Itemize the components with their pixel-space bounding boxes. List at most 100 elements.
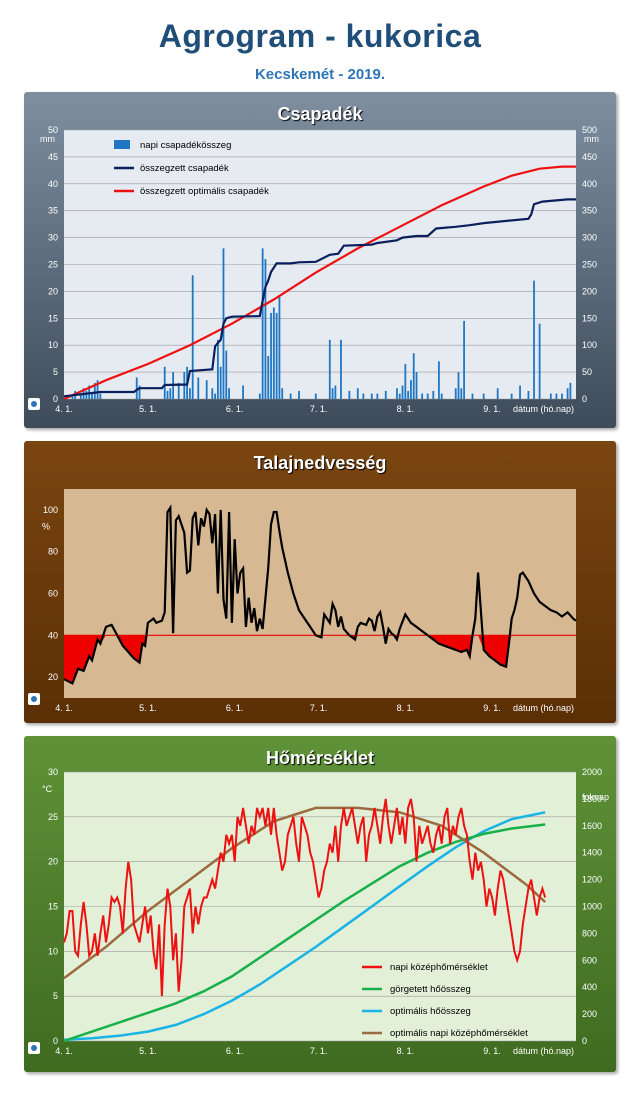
y-axis-label: %	[42, 522, 50, 532]
y2-tick-label: 100	[582, 340, 597, 350]
precip-bar	[533, 280, 535, 399]
temperature-panel: Hőmérséklet 0 5 10 15 20 25 30 4. 1. 5. 1. 6. 1. 7…	[24, 736, 616, 1072]
heat-sum-line	[63, 823, 546, 1043]
legend-label: napi csapadékösszeg	[140, 140, 231, 151]
precip-bar	[407, 390, 410, 399]
precip-bar	[410, 380, 412, 399]
y2-tick-label: 600	[582, 955, 597, 965]
y-tick-label: 5	[53, 367, 58, 377]
precip-bar	[569, 382, 572, 399]
y-tick-label: 10	[48, 946, 58, 956]
precip-bar	[376, 393, 379, 399]
y2-axis-label: mm	[584, 134, 599, 144]
precip-bar	[298, 390, 300, 399]
precip-bar	[328, 339, 331, 399]
x-tick-label: 5. 1.	[139, 404, 157, 414]
x-tick-label: 9. 1.	[483, 404, 501, 414]
precip-bar	[314, 393, 317, 399]
x-tick-label: 4. 1.	[55, 1046, 73, 1056]
precip-bar	[166, 390, 169, 399]
precip-bar	[471, 393, 474, 399]
daily-temp-line	[63, 798, 547, 997]
y-tick-label: 30	[48, 767, 58, 777]
precip-bar	[93, 382, 96, 399]
legend-label: optimális hőösszeg	[390, 1006, 471, 1017]
precipitation-panel: Csapadék 0 5 10 15 20 25 30 35 40 45 50 4. 1. 5. 1. 6…	[24, 92, 616, 428]
precip-bar	[169, 388, 172, 399]
x-tick-label: 8. 1.	[397, 1046, 415, 1056]
precipitation-chart: 0 5 10 15 20 25 30 35 40 45 50 4. 1. 5. 1. 6. 1. 7. 1.…	[40, 125, 599, 414]
y-tick-label: 0	[53, 394, 58, 404]
y2-tick-label: 300	[582, 233, 597, 243]
precip-bar	[99, 393, 102, 399]
y-tick-label: 15	[48, 902, 58, 912]
y-tick-label: 0	[53, 1036, 58, 1046]
y-tick-label: 10	[48, 340, 58, 350]
y2-tick-label: 150	[582, 313, 597, 323]
precip-bar	[519, 385, 521, 399]
precip-bar	[440, 393, 443, 399]
y-tick-label: 40	[48, 630, 58, 640]
y-tick-label: 20	[48, 672, 58, 682]
plot-area	[64, 489, 576, 698]
precip-bar	[356, 388, 359, 399]
precip-bar	[555, 393, 558, 399]
y-tick-label: 30	[48, 233, 58, 243]
optimal-temp-line	[63, 806, 547, 980]
x-tick-label: 6. 1.	[226, 404, 244, 414]
page-subtitle: Kecskemét - 2019.	[254, 66, 386, 83]
precip-bar	[396, 388, 398, 399]
x-tick-label: 6. 1.	[226, 703, 244, 713]
y2-tick-label: 0	[582, 1036, 587, 1046]
logo-icon	[28, 398, 40, 410]
precip-bar	[272, 307, 275, 399]
precip-bar	[258, 393, 261, 399]
optimal-heat-sum-line	[63, 811, 546, 1041]
x-axis-label: dátum (hó.nap)	[513, 404, 574, 414]
page-title: Agrogram - kukorica	[158, 18, 482, 54]
logo-icon	[28, 693, 40, 705]
precip-bar	[348, 390, 351, 399]
legend-label: görgetett hőösszeg	[390, 984, 471, 995]
precip-bar	[510, 393, 513, 399]
y2-tick-label: 1200	[582, 875, 602, 885]
y-tick-label: 25	[48, 260, 58, 270]
precip-bar	[362, 393, 365, 399]
y2-tick-label: 400	[582, 982, 597, 992]
y-tick-label: 5	[53, 991, 58, 1001]
precip-bar	[463, 320, 465, 399]
y2-tick-label: 250	[582, 260, 597, 270]
precip-bar	[454, 388, 457, 399]
y-tick-label: 20	[48, 286, 58, 296]
y-tick-label: 45	[48, 152, 58, 162]
y2-tick-label: 1400	[582, 848, 602, 858]
y2-tick-label: 450	[582, 152, 597, 162]
precip-bar	[79, 393, 82, 399]
x-tick-label: 8. 1.	[397, 703, 415, 713]
legend-label: összegzett optimális csapadék	[140, 186, 269, 197]
precip-bar	[432, 390, 435, 399]
legend-swatch	[114, 140, 130, 149]
precip-bar	[96, 380, 99, 399]
precip-bar	[191, 275, 194, 399]
precip-bar	[289, 393, 292, 399]
chart-title: Csapadék	[277, 104, 363, 124]
y-tick-label: 100	[43, 505, 58, 515]
precip-bar	[412, 353, 415, 399]
precip-bar	[421, 393, 424, 399]
precip-bar	[401, 385, 404, 399]
y2-tick-label: 200	[582, 1009, 597, 1019]
precip-bar	[384, 390, 387, 399]
precip-bar	[549, 393, 552, 399]
precip-bar	[281, 388, 284, 399]
x-tick-label: 9. 1.	[483, 703, 501, 713]
cumulative-line	[63, 198, 576, 398]
legend-label: összegzett csapadék	[140, 163, 229, 174]
legend-label: optimális napi középhőmérséklet	[390, 1028, 528, 1039]
precip-bar	[331, 388, 334, 399]
precip-bar	[163, 366, 166, 399]
y2-tick-label: 800	[582, 928, 597, 938]
precip-bar	[561, 393, 563, 399]
y-tick-label: 25	[48, 812, 58, 822]
x-tick-label: 7. 1.	[310, 404, 328, 414]
